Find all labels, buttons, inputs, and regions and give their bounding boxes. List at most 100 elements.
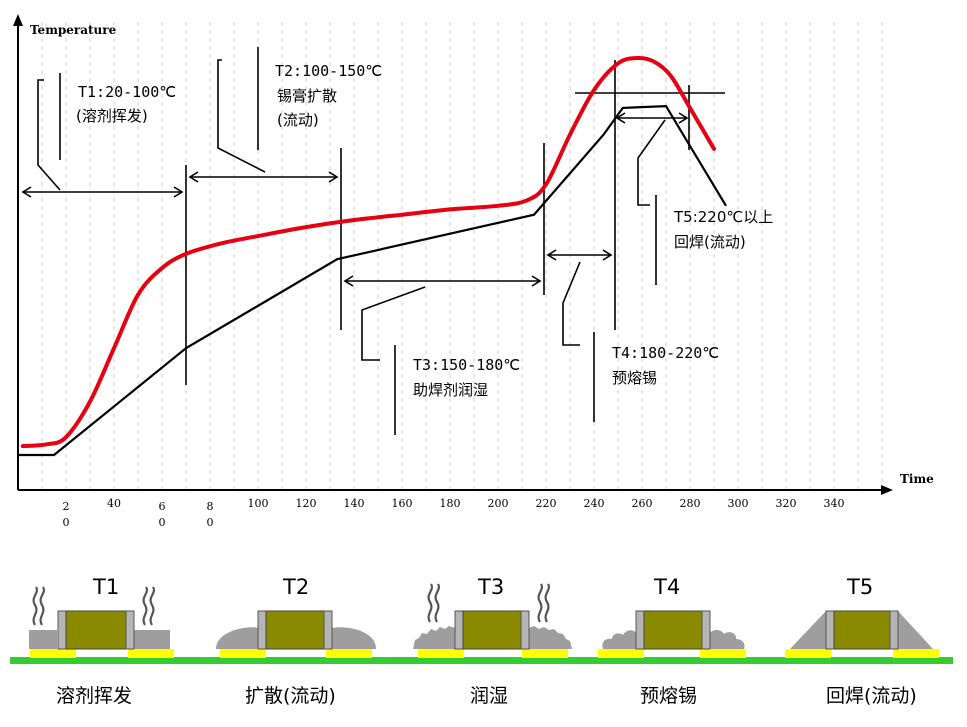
- y-axis-arrow: [13, 14, 23, 26]
- solder-fillet-left: [790, 611, 826, 649]
- pad-left: [418, 649, 464, 658]
- x-tick-label: 180: [440, 497, 461, 510]
- stage-t4-label: 预熔锡: [640, 685, 697, 707]
- pad-right: [326, 649, 372, 658]
- axes: Temperature Time: [13, 14, 934, 495]
- t1-text-line1: T1:20-100℃: [78, 83, 176, 101]
- pad-left: [220, 649, 266, 658]
- vapor-icon: [427, 583, 550, 623]
- pad-left: [785, 649, 831, 658]
- stage-t2-label: 扩散(流动): [245, 685, 336, 707]
- stage-t5-label: 回焊(流动): [826, 685, 917, 707]
- paste-left: [413, 626, 455, 649]
- t4-text-line1: T4:180-220℃: [612, 344, 719, 362]
- t4-text-line2: 预熔锡: [612, 369, 657, 387]
- x-tick-label: 320: [776, 497, 797, 510]
- y-axis-title: Temperature: [30, 23, 117, 37]
- terminal-left: [635, 610, 645, 650]
- phase-texts: T1:20-100℃ (溶剂挥发) T2:100-150℃ 锡膏扩散 (流动) …: [76, 62, 773, 399]
- paste-right: [134, 630, 170, 649]
- t4-leader: [562, 261, 581, 346]
- t3-text-line1: T3:150-180℃: [413, 356, 520, 374]
- stage-t2-title: T2: [282, 575, 309, 599]
- terminal-left: [57, 610, 67, 650]
- pad-right: [700, 649, 746, 658]
- stage-t3-title: T3: [477, 575, 504, 599]
- component-body: [833, 610, 891, 650]
- terminal-left: [454, 610, 464, 650]
- x-tick-label: 100: [248, 497, 269, 510]
- stage-t5-title: T5: [846, 575, 873, 599]
- t3-text-line2: 助焊剂润湿: [413, 381, 488, 399]
- stage-t3-label: 润湿: [470, 685, 508, 707]
- x-axis-arrow: [881, 485, 893, 495]
- stage-t4: T4 预熔锡: [598, 575, 746, 707]
- x-tick-label: 300: [728, 497, 749, 510]
- t3-leader: [361, 286, 426, 361]
- component-body: [265, 610, 325, 650]
- t5-text-line1: T5:220℃以上: [673, 208, 773, 226]
- t2-range-arrow: [188, 171, 339, 183]
- x-axis-title: Time: [900, 472, 934, 486]
- stage-t1-title: T1: [92, 575, 119, 599]
- paste-left: [29, 630, 57, 649]
- black-profile-line: [18, 104, 727, 457]
- x-tick-label: 40: [107, 497, 121, 510]
- component-body: [65, 610, 127, 650]
- x-tick-label: 340: [824, 497, 845, 510]
- x-tick-label: 260: [632, 497, 653, 510]
- stage-t1: T1 溶剂挥发: [29, 575, 174, 707]
- x-tick-label: 8: [207, 500, 214, 513]
- x-tick-label: 240: [584, 497, 605, 510]
- terminal-right: [520, 610, 530, 650]
- x-tick-label: 6: [159, 500, 166, 513]
- t5-range-arrow: [615, 112, 689, 124]
- stage-t1-label: 溶剂挥发: [56, 685, 132, 707]
- t4-range-arrow: [546, 249, 613, 261]
- t1-range-arrow: [21, 186, 184, 198]
- stage-t4-title: T4: [653, 575, 680, 599]
- terminal-right: [889, 610, 899, 650]
- t5-leader: [637, 119, 666, 206]
- t1-text-line2: (溶剂挥发): [76, 107, 148, 125]
- stage-t2: T2 扩散(流动): [216, 575, 376, 707]
- x-tick-label: 140: [344, 497, 365, 510]
- pad-right: [128, 649, 174, 658]
- t2-text-line2: 锡膏扩散: [277, 87, 337, 105]
- terminal-right: [125, 610, 135, 650]
- x-tick-label: 2: [63, 500, 70, 513]
- solder-fillet-right: [898, 611, 933, 649]
- t5-text-line2: 回焊(流动): [674, 233, 746, 251]
- component-body: [462, 610, 522, 650]
- terminal-left: [257, 610, 267, 650]
- pcb-board: [10, 657, 953, 664]
- paste-right: [710, 630, 745, 649]
- pad-right: [522, 649, 568, 658]
- x-tick-label: 160: [392, 497, 413, 510]
- stage-t5: T5 回焊(流动): [785, 575, 939, 707]
- x-tick-label: 120: [296, 497, 317, 510]
- pad-left: [598, 649, 644, 658]
- paste-left: [216, 627, 258, 649]
- x-tick-label: 200: [488, 497, 509, 510]
- vapor-icon: [32, 586, 155, 626]
- paste-left: [602, 630, 636, 649]
- terminal-right: [701, 610, 711, 650]
- stage-illustrations: T1 溶剂挥发 T2 扩散(流动) T3: [10, 575, 953, 707]
- paste-right: [332, 627, 376, 649]
- paste-right: [529, 626, 572, 649]
- x-tick-label: 0: [63, 516, 70, 529]
- x-tick-label: 220: [536, 497, 557, 510]
- t2-text-line1: T2:100-150℃: [275, 62, 382, 80]
- x-tick-label: 280: [680, 497, 701, 510]
- t3-range-arrow: [343, 275, 542, 287]
- terminal-right: [323, 610, 333, 650]
- x-tick-label: 0: [159, 516, 166, 529]
- stage-t3: T3 润湿: [413, 575, 572, 707]
- t2-leader: [217, 59, 266, 173]
- t1-leader: [37, 79, 61, 191]
- x-tick-label: 0: [207, 516, 214, 529]
- component-body: [643, 610, 703, 650]
